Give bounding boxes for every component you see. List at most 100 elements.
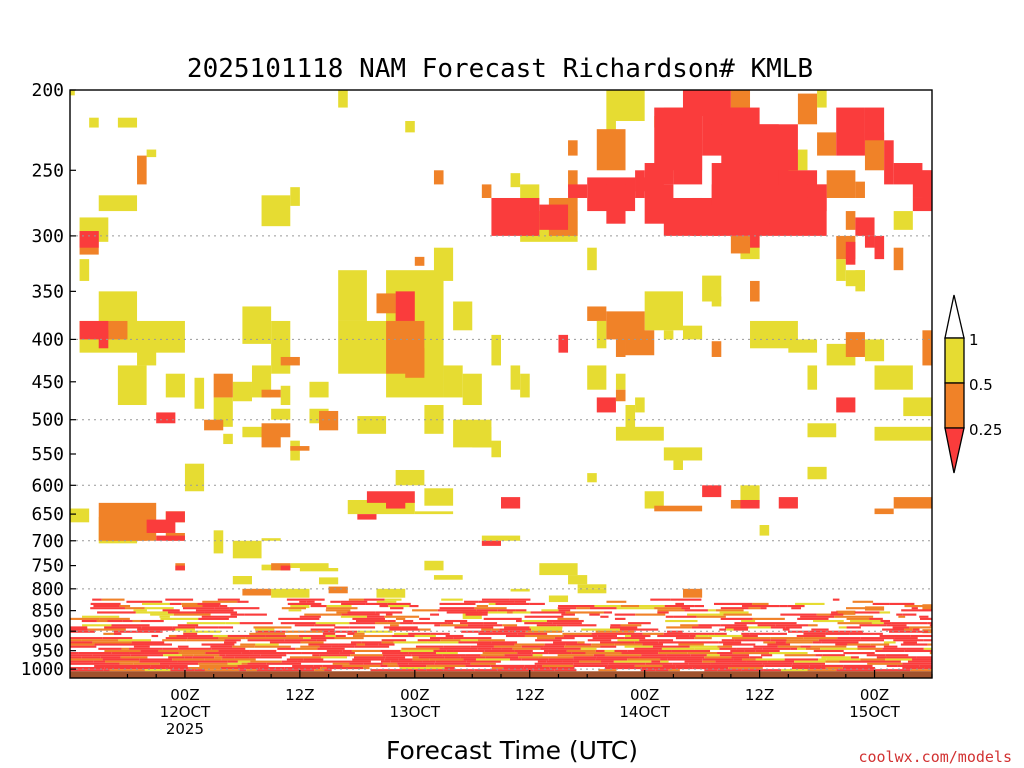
x-tick-label-6-0: 00Z (860, 686, 889, 704)
bl-cell-20-10 (300, 641, 324, 644)
bl-cell-14-22 (595, 628, 620, 631)
x-tick-label-5-0: 12Z (745, 686, 774, 704)
bl-cell-23-15 (439, 647, 478, 650)
bl-cell-16-9 (249, 632, 285, 635)
bl-cell-33-16 (395, 669, 427, 672)
bl-cell-2-18 (439, 602, 476, 605)
bl-cell-0-2 (101, 598, 125, 601)
bl-cell-17-38 (796, 634, 826, 638)
bl-cell-21-1 (94, 643, 116, 646)
bl-cell-29-32 (746, 660, 768, 663)
bl-cell-20-32 (785, 641, 813, 644)
bl-cell-8-14 (366, 615, 385, 618)
bl-cell-3-12 (310, 604, 327, 608)
cell-0.5-1-60 (491, 334, 501, 366)
bl-cell-5-18 (515, 609, 527, 612)
bl-cell-0-1 (92, 598, 102, 601)
legend-swatch-below-0.25 (944, 427, 965, 474)
cell-0.5-1-17 (70, 508, 90, 523)
bl-cell-5-11 (325, 609, 351, 612)
bl-cell-28-27 (742, 658, 756, 661)
bl-cell-3-23 (558, 604, 595, 608)
cell-<0.25-46 (864, 235, 875, 248)
bl-cell-30-13 (363, 662, 383, 665)
bl-cell-24-1 (104, 649, 141, 653)
cell-0.25-0.5-26 (568, 140, 578, 156)
bl-cell-5-14 (412, 609, 438, 612)
bl-cell-21-33 (835, 643, 848, 646)
bl-cell-29-2 (105, 660, 140, 663)
bl-cell-22-4 (177, 645, 189, 648)
bl-cell-3-24 (594, 604, 621, 608)
bl-cell-27-25 (538, 656, 574, 659)
bl-cell-27-33 (749, 656, 763, 659)
bl-cell-20-1 (92, 641, 132, 644)
bl-cell-2-21 (495, 602, 530, 605)
bl-cell-33-15 (370, 669, 396, 672)
bl-cell-6-35 (879, 611, 891, 614)
bl-cell-7-37 (896, 613, 903, 616)
bl-cell-27-41 (910, 656, 917, 659)
cell-0.5-1-3 (146, 149, 157, 158)
bl-cell-22-10 (300, 645, 320, 648)
bl-cell-8-22 (600, 615, 609, 618)
bl-cell-4-13 (390, 607, 404, 610)
bl-cell-10-32 (741, 619, 756, 623)
bl-cell-2-33 (795, 602, 825, 605)
bl-cell-20-19 (491, 641, 518, 644)
bl-cell-11-34 (883, 622, 892, 625)
cell-0.5-1-65 (539, 563, 578, 576)
cell-0.25-0.5-11 (280, 356, 300, 366)
bl-cell-5-16 (476, 609, 498, 612)
cell-<0.25-39 (864, 107, 885, 141)
bl-cell-7-32 (780, 613, 817, 616)
bl-cell-26-21 (557, 654, 594, 657)
x-axis-label: Forecast Time (UTC) (386, 736, 638, 765)
bl-cell-20-22 (577, 641, 585, 644)
bl-cell-0-13 (348, 598, 365, 601)
bl-cell-11-9 (315, 622, 350, 625)
cell-<0.25-47 (845, 241, 856, 265)
bl-cell-33-28 (655, 669, 669, 672)
cell-0.5-1-81 (663, 330, 674, 340)
bl-cell-19-17 (460, 639, 478, 642)
bl-cell-27-11 (249, 656, 282, 659)
bl-cell-22-8 (254, 645, 291, 648)
bl-cell-32-20 (523, 666, 550, 670)
bl-cell-16-34 (749, 632, 787, 635)
cell-0.5-1-67 (577, 584, 607, 589)
cell-0.5-1-85 (625, 405, 636, 434)
bl-cell-31-9 (292, 664, 314, 667)
bl-cell-32-26 (675, 666, 693, 670)
bl-cell-17-21 (445, 634, 464, 638)
bl-cell-4-29 (760, 607, 767, 610)
bl-cell-27-7 (192, 656, 215, 659)
cell-<0.25-14 (357, 514, 377, 520)
bl-cell-23-14 (401, 647, 440, 650)
y-tick-label-950: 950 (31, 641, 64, 662)
bl-cell-2-31 (752, 602, 769, 605)
bl-cell-13-31 (724, 626, 749, 629)
bl-cell-17-11 (285, 634, 299, 638)
bl-cell-15-30 (788, 630, 797, 633)
bl-cell-31-12 (342, 664, 381, 667)
bl-cell-14-23 (619, 628, 659, 631)
bl-cell-20-0 (70, 641, 93, 644)
bl-cell-24-5 (218, 649, 250, 653)
bl-cell-17-27 (597, 634, 617, 638)
cell-0.5-1-89 (587, 247, 597, 271)
cell-0.25-0.5-27 (596, 129, 626, 171)
bl-cell-15-3 (127, 630, 163, 633)
bl-cell-4-5 (182, 607, 215, 610)
bl-cell-4-31 (791, 607, 802, 610)
cell-0.25-0.5-39 (797, 93, 818, 125)
bl-cell-16-19 (430, 632, 450, 635)
bl-cell-25-14 (408, 652, 436, 655)
cell-0.5-1-45 (433, 247, 454, 281)
bl-cell-10-16 (387, 619, 396, 623)
bl-cell-12-40 (886, 624, 907, 627)
cell-<0.25-38 (836, 107, 865, 156)
bl-cell-21-28 (723, 643, 756, 646)
bl-cell-2-3 (141, 602, 170, 605)
bl-cell-32-4 (173, 666, 189, 670)
